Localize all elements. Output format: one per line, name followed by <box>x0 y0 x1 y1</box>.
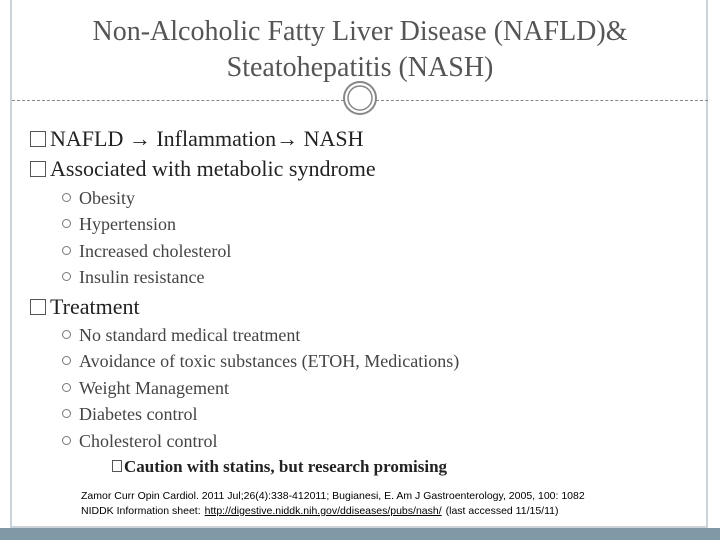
reference-text: (last accessed 11/15/11) <box>445 505 559 517</box>
sub-bullet: No standard medical treatment <box>62 325 300 346</box>
reference: NIDDK Information sheet: http://digestive… <box>81 504 634 519</box>
references: Zamor Curr Opin Cardiol. 2011 Jul;26(4):… <box>75 486 640 522</box>
frame <box>10 0 708 528</box>
footer-band <box>0 528 720 540</box>
sub-bullet: Hypertension <box>62 214 176 235</box>
sub-bullet: Insulin resistance <box>62 267 204 288</box>
bullet: Treatment <box>30 294 140 320</box>
reference: Zamor Curr Opin Cardiol. 2011 Jul;26(4):… <box>81 490 585 502</box>
sub-bullet: Increased cholesterol <box>62 241 231 262</box>
note: Caution with statins, but research promi… <box>112 457 447 477</box>
bullet: NAFLD → Inflammation→ NASH <box>30 126 363 152</box>
sub-bullet: Obesity <box>62 188 135 209</box>
ornament <box>343 81 377 115</box>
title-line: Steatohepatitis (NASH) <box>226 52 494 83</box>
bullet: Associated with metabolic syndrome <box>30 156 376 182</box>
sub-bullet: Weight Management <box>62 378 229 399</box>
sub-bullet: Avoidance of toxic substances (ETOH, Med… <box>62 351 459 372</box>
title-line: Non-Alcoholic Fatty Liver Disease (NAFLD… <box>92 16 628 47</box>
link[interactable]: http://digestive.niddk.nih.gov/ddiseases… <box>204 505 442 517</box>
reference-text: NIDDK Information sheet: <box>81 505 201 517</box>
sub-bullet: Cholesterol control <box>62 431 217 452</box>
sub-bullet: Diabetes control <box>62 404 197 425</box>
